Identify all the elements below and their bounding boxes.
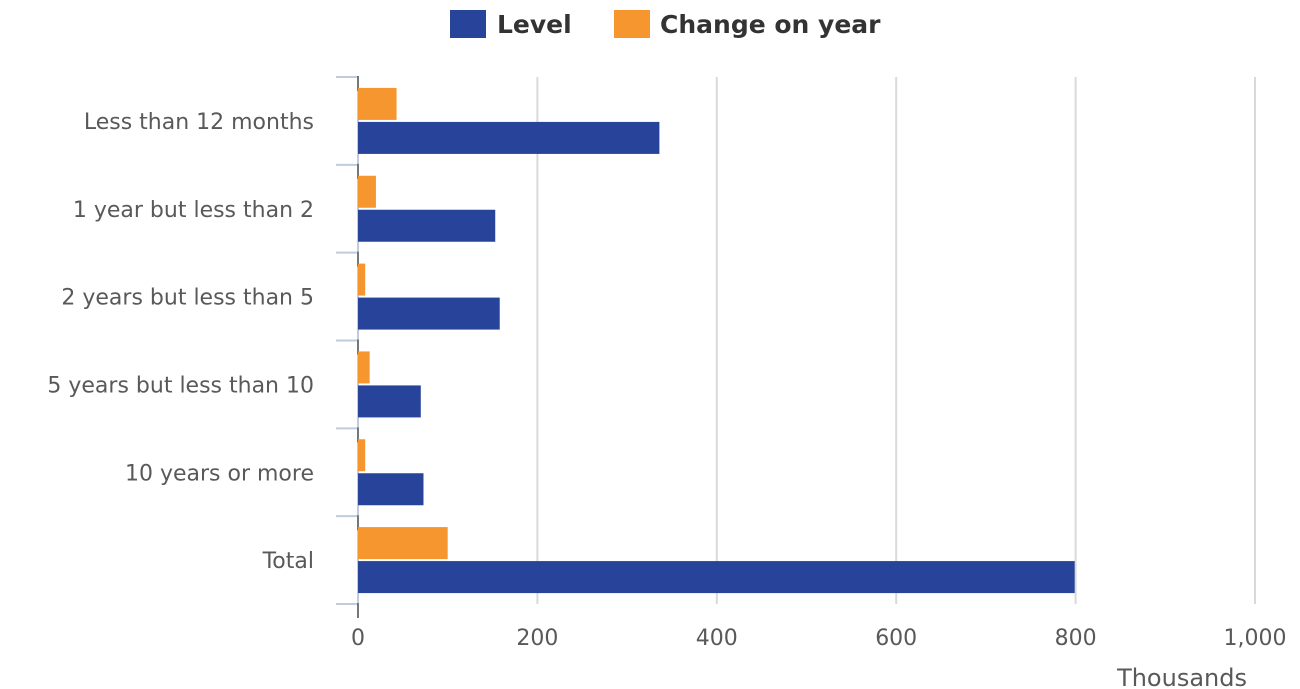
category-label-1: 1 year but less than 2 xyxy=(73,198,314,223)
x-tick-label-0: 0 xyxy=(351,626,365,651)
legend-swatch-0 xyxy=(450,10,486,38)
legend-label-0: Level xyxy=(497,10,572,39)
category-label-3: 5 years but less than 10 xyxy=(47,373,314,398)
legend-label-1: Change on year xyxy=(660,10,881,39)
bar-level-5 xyxy=(358,561,1075,594)
bar-level-2 xyxy=(358,297,500,330)
category-label-0: Less than 12 months xyxy=(84,110,314,135)
bar-change-1 xyxy=(358,175,376,208)
bars xyxy=(358,87,1075,594)
legend: Level Change on year xyxy=(450,10,881,39)
grid-lines xyxy=(536,77,1256,604)
bar-change-0 xyxy=(358,87,397,120)
bar-change-4 xyxy=(358,439,366,472)
category-label-4: 10 years or more xyxy=(125,461,314,486)
category-axis: Less than 12 months 1 year but less than … xyxy=(47,76,359,618)
bar-change-5 xyxy=(358,527,448,560)
legend-swatch-1 xyxy=(614,10,650,38)
bar-level-1 xyxy=(358,209,496,242)
bar-change-2 xyxy=(358,263,366,296)
x-tick-label-3: 600 xyxy=(875,626,917,651)
x-tick-label-4: 800 xyxy=(1055,626,1097,651)
bar-level-3 xyxy=(358,385,421,418)
category-label-2: 2 years but less than 5 xyxy=(61,286,314,311)
bar-change-3 xyxy=(358,351,370,384)
bar-level-0 xyxy=(358,121,660,154)
x-tick-label-2: 400 xyxy=(696,626,738,651)
category-label-5: Total xyxy=(262,549,314,574)
x-tick-label-5: 1,000 xyxy=(1224,626,1287,651)
bar-level-4 xyxy=(358,473,424,506)
x-axis-title: Thousands xyxy=(1116,664,1247,689)
value-axis: 0 200 400 600 800 1,000 Thousands xyxy=(351,626,1286,689)
x-tick-label-1: 200 xyxy=(516,626,558,651)
